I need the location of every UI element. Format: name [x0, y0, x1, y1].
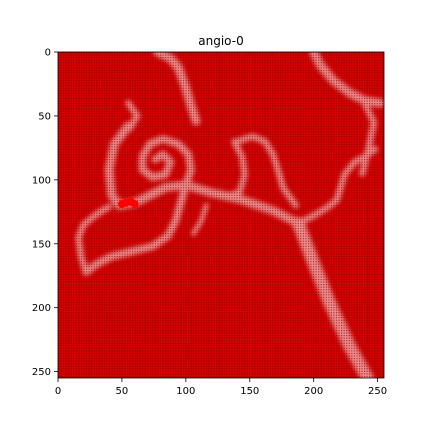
y-tick-label: 50 [38, 111, 51, 122]
plot-frame [57, 51, 385, 379]
marker-3 [117, 200, 126, 209]
plot-area [58, 52, 384, 378]
dot-grid-overlay [58, 52, 384, 378]
x-tick-label: 250 [368, 386, 387, 397]
y-axis: 0 50 100 150 200 250 [32, 48, 58, 378]
y-tick-label: 0 [45, 48, 51, 59]
x-tick-label: 100 [176, 386, 195, 397]
y-tick-label: 250 [32, 367, 51, 378]
y-tick-label: 200 [32, 303, 51, 314]
marker-layer [117, 197, 139, 209]
marker-2 [130, 200, 139, 209]
x-axis: 0 50 100 150 200 250 [55, 378, 387, 397]
y-tick-label: 150 [32, 239, 51, 250]
x-tick-label: 150 [240, 386, 259, 397]
x-tick-label: 50 [116, 386, 129, 397]
chart-title: angio-0 [198, 34, 243, 48]
x-tick-label: 200 [304, 386, 323, 397]
y-tick-label: 100 [32, 175, 51, 186]
x-tick-label: 0 [55, 386, 61, 397]
